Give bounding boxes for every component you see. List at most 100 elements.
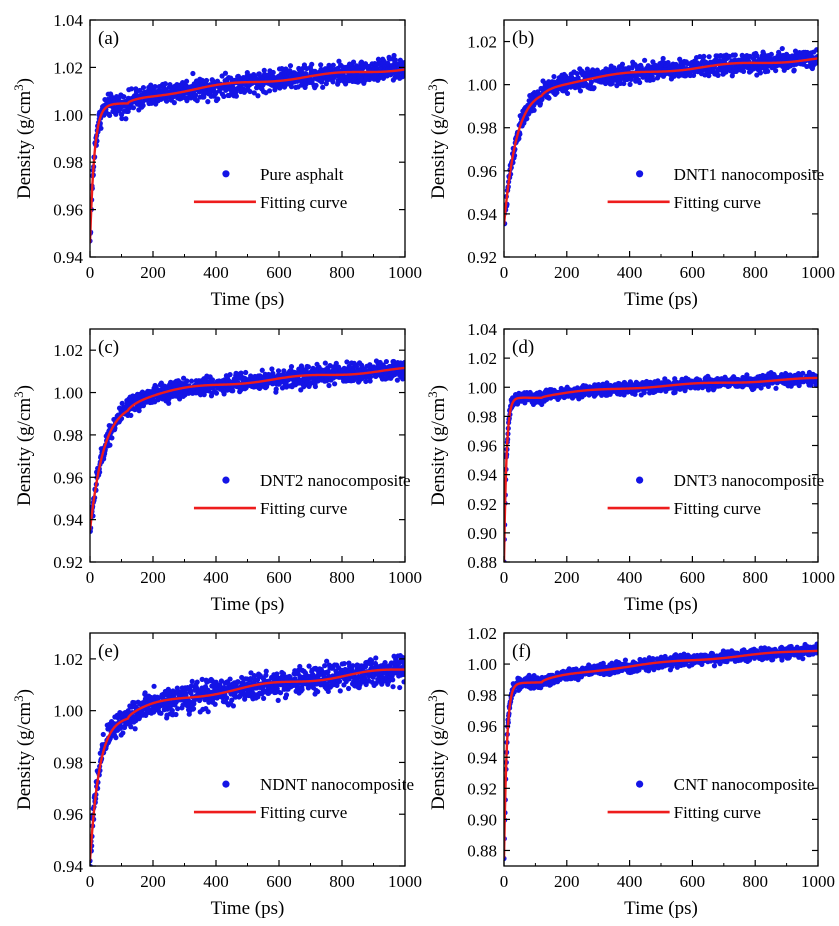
data-point <box>275 697 281 703</box>
y-tick-label: 1.02 <box>53 58 83 77</box>
data-point <box>251 90 257 96</box>
data-point <box>194 679 200 685</box>
x-tick-label: 400 <box>203 872 229 891</box>
legend-label-fit: Fitting curve <box>260 499 347 518</box>
data-point <box>400 664 405 670</box>
y-tick-label: 0.92 <box>467 248 497 267</box>
data-point <box>119 115 125 122</box>
data-point <box>312 383 318 390</box>
data-point <box>324 658 330 664</box>
data-point <box>705 387 712 393</box>
data-point <box>261 695 267 701</box>
data-point <box>531 107 537 113</box>
data-point <box>222 70 229 76</box>
data-point <box>230 703 236 709</box>
x-tick-label: 1000 <box>801 568 835 587</box>
legend-label-points: DNT3 nanocomposite <box>674 471 825 490</box>
y-axis-title: Density (g/cm3) <box>11 385 35 506</box>
data-point <box>401 679 405 685</box>
y-tick-label: 0.96 <box>53 201 83 220</box>
data-point <box>243 369 249 376</box>
x-tick-label: 1000 <box>388 568 422 587</box>
data-point <box>128 412 134 418</box>
x-tick-label: 600 <box>266 568 292 587</box>
data-point <box>140 403 147 409</box>
data-point <box>325 688 331 695</box>
data-point <box>128 86 135 92</box>
data-point <box>368 658 375 664</box>
data-point <box>123 116 129 122</box>
y-tick-label: 1.02 <box>467 33 497 52</box>
data-point <box>394 377 400 383</box>
data-point <box>814 47 818 53</box>
data-point <box>750 66 756 72</box>
data-point <box>350 663 356 669</box>
data-point <box>315 689 321 695</box>
data-point <box>574 70 580 77</box>
data-point <box>212 91 219 97</box>
data-point <box>118 112 125 118</box>
data-point <box>221 93 227 99</box>
data-point <box>350 59 357 65</box>
data-point <box>305 364 312 370</box>
legend-label-fit: Fitting curve <box>674 499 761 518</box>
data-point <box>173 711 179 718</box>
data-point <box>100 731 106 738</box>
data-point <box>266 88 273 94</box>
x-tick-label: 200 <box>140 568 166 587</box>
y-tick-label: 1.00 <box>467 76 497 95</box>
x-tick-label: 400 <box>617 263 643 282</box>
legend-label-fit: Fitting curve <box>674 193 761 212</box>
legend-label-points: DNT1 nanocomposite <box>674 165 825 184</box>
data-point <box>379 674 386 680</box>
plot-area <box>504 45 818 227</box>
y-tick-label: 0.94 <box>467 466 497 485</box>
x-tick-label: 1000 <box>388 263 422 282</box>
data-point <box>697 53 703 60</box>
data-point <box>621 392 627 398</box>
x-tick-label: 200 <box>140 872 166 891</box>
data-point <box>660 55 666 62</box>
y-tick-label: 0.98 <box>467 119 497 138</box>
data-point <box>650 77 656 83</box>
data-point <box>642 57 648 63</box>
data-point <box>588 79 594 85</box>
data-point <box>257 385 263 391</box>
data-point <box>233 93 239 99</box>
x-tick-label: 800 <box>742 263 768 282</box>
y-tick-label: 1.02 <box>467 349 497 368</box>
panel-e: 0 200 400 600 800 10000.940.960.981.001.02Tim… <box>11 632 422 919</box>
plot-area <box>504 369 818 562</box>
data-point <box>397 684 403 691</box>
y-tick-label: 0.88 <box>467 553 497 572</box>
data-point <box>162 81 168 87</box>
x-tick-label: 0 <box>86 568 95 587</box>
data-point <box>701 53 707 60</box>
legend-label-points: DNT2 nanocomposite <box>260 471 411 490</box>
data-point <box>107 442 113 448</box>
x-tick-label: 400 <box>203 568 229 587</box>
fitting-curve <box>504 376 818 562</box>
data-point <box>113 111 119 117</box>
data-point <box>325 669 331 675</box>
data-point <box>140 84 147 91</box>
data-point <box>227 676 233 682</box>
plot-frame <box>503 328 819 563</box>
data-point <box>98 125 104 131</box>
x-axis-title: Time (ps) <box>211 289 285 310</box>
data-point <box>367 374 374 380</box>
data-point <box>175 706 181 712</box>
data-point <box>796 382 802 389</box>
data-point <box>309 77 315 83</box>
y-axis-title: Density (g/cm3) <box>425 385 449 506</box>
data-point <box>151 683 157 689</box>
data-point <box>189 678 195 684</box>
x-tick-label: 0 <box>86 263 95 282</box>
data-point <box>577 88 584 94</box>
data-point <box>344 359 350 365</box>
y-tick-label: 1.04 <box>467 320 497 339</box>
data-point <box>758 385 764 391</box>
data-point <box>627 81 633 87</box>
plot-area <box>90 52 405 244</box>
data-point <box>120 730 126 736</box>
